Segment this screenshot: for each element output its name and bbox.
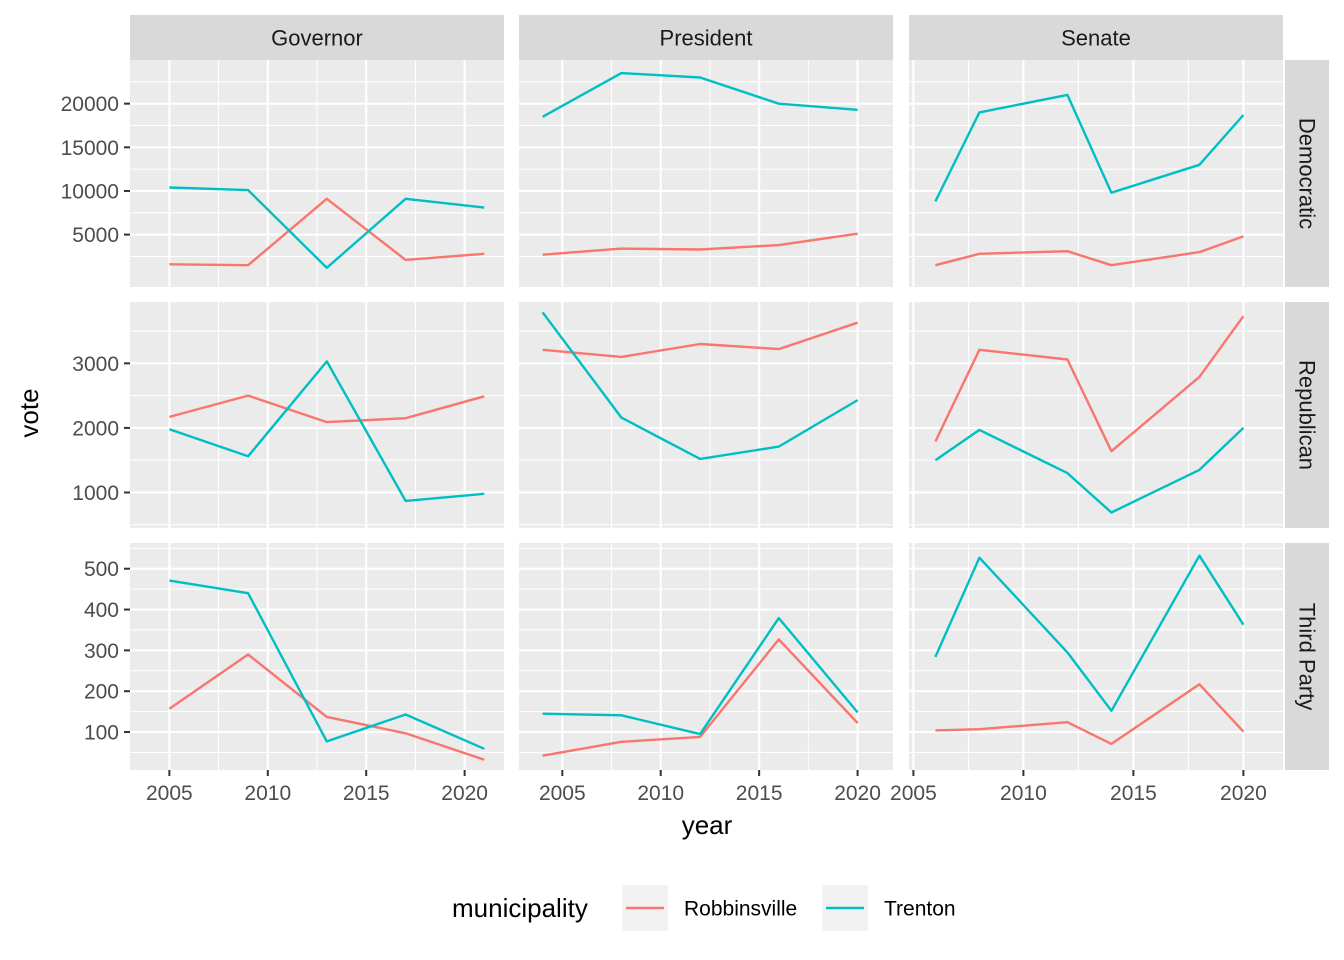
- x-tick-label: 2020: [834, 782, 881, 805]
- series-line-robbinsville-senate-democratic: [935, 235, 1244, 267]
- y-tick-label: 15000: [61, 137, 119, 160]
- x-tick-label: 2005: [146, 782, 193, 805]
- series-line-robbinsville-senate-third-party: [935, 683, 1245, 746]
- x-tick-label: 2010: [244, 782, 291, 805]
- facet-strip-label: Governor: [271, 26, 363, 51]
- x-tick-label: 2010: [1000, 782, 1047, 805]
- legend-label: Trenton: [884, 898, 956, 921]
- y-tick-label: 10000: [61, 180, 119, 203]
- y-tick-label: 3000: [72, 353, 119, 376]
- y-tick-label: 500: [84, 558, 119, 581]
- panel-governor-democratic: [130, 60, 504, 287]
- facet-strip-president: President: [519, 15, 893, 60]
- x-axis-title: year: [682, 810, 733, 840]
- x-tick-label: 2015: [343, 782, 390, 805]
- panel-background: [519, 302, 893, 528]
- y-tick-label: 100: [84, 722, 119, 745]
- panel-governor-third-party: [130, 543, 504, 770]
- series-line-trenton-senate-democratic: [934, 93, 1245, 202]
- legend-label: Robbinsville: [684, 898, 797, 921]
- x-tick-label: 2005: [539, 782, 586, 805]
- legend-entry-robbinsville: Robbinsville: [622, 885, 797, 931]
- facet-strip-label: Senate: [1061, 26, 1131, 51]
- y-tick-label: 5000: [72, 224, 119, 247]
- strip-background: [1285, 60, 1329, 287]
- strip-background: [130, 15, 504, 60]
- facet-strip-label: Democratic: [1295, 118, 1320, 229]
- series-line-trenton-senate-republican: [934, 427, 1245, 514]
- x-tick-label: 2015: [1110, 782, 1157, 805]
- y-tick-label: 300: [84, 640, 119, 663]
- series-line-robbinsville-senate-republican: [934, 315, 1245, 453]
- series-line-trenton-president-republican: [541, 311, 859, 461]
- facet-strip-label: President: [660, 26, 753, 51]
- x-tick-label: 2010: [637, 782, 684, 805]
- panel-senate-democratic: [909, 60, 1283, 287]
- x-tick-label: 2020: [1220, 782, 1267, 805]
- series-line-trenton-senate-third-party: [934, 554, 1245, 712]
- series-line-robbinsville-president-republican: [542, 321, 858, 359]
- y-tick-label: 400: [84, 599, 119, 622]
- facet-strip-democratic: Democratic: [1285, 60, 1329, 287]
- series-line-robbinsville-governor-democratic: [169, 197, 485, 267]
- series-line-robbinsville-governor-republican: [169, 394, 485, 424]
- legend-title: municipality: [452, 893, 588, 923]
- panel-background: [909, 302, 1283, 528]
- x-tick-label: 2005: [890, 782, 937, 805]
- x-tick-label: 2015: [736, 782, 783, 805]
- series-line-trenton-president-democratic: [542, 71, 858, 118]
- facet-strip-label: Third Party: [1295, 603, 1320, 711]
- series-line-trenton-governor-third-party: [169, 579, 485, 750]
- series-line-robbinsville-president-third-party: [542, 638, 859, 757]
- facet-strip-republican: Republican: [1285, 302, 1329, 528]
- panel-governor-republican: [130, 302, 504, 528]
- strip-background: [1285, 543, 1329, 770]
- legend-entries: Robbinsville Trenton: [622, 885, 956, 931]
- y-tick-label: 2000: [72, 417, 119, 440]
- y-tick-label: 200: [84, 681, 119, 704]
- facet-strip-governor: Governor: [130, 15, 504, 60]
- panel-president-republican: [519, 302, 893, 528]
- panel-senate-third-party: [909, 543, 1283, 770]
- strip-background: [1285, 302, 1329, 528]
- panel-background: [519, 543, 893, 770]
- x-tick-label: 2020: [441, 782, 488, 805]
- y-axis-title: vote: [14, 388, 44, 437]
- legend: municipality Robbinsville Trenton: [452, 885, 956, 931]
- series-line-trenton-president-third-party: [542, 616, 859, 736]
- y-tick-label: 20000: [61, 93, 119, 116]
- strip-background: [909, 15, 1283, 60]
- series-line-robbinsville-governor-third-party: [168, 653, 485, 761]
- series-line-trenton-governor-republican: [169, 360, 485, 503]
- facet-strips: Governor President Senate Democratic Republi…: [130, 15, 1329, 770]
- y-tick-label: 1000: [72, 482, 119, 505]
- panels-layer: [130, 60, 1283, 770]
- panel-background: [909, 60, 1283, 287]
- panel-senate-republican: [909, 302, 1283, 528]
- legend-entry-trenton: Trenton: [822, 885, 956, 931]
- axes-layer: 5000 10000 15000 20000 1000 2000 3000 100 200 300…: [61, 93, 1267, 805]
- facet-strip-third-party: Third Party: [1285, 543, 1329, 770]
- series-line-trenton-governor-democratic: [169, 186, 485, 269]
- facet-strip-senate: Senate: [909, 15, 1283, 60]
- series-line-robbinsville-president-democratic: [542, 232, 858, 256]
- panel-president-third-party: [519, 543, 893, 770]
- facet-strip-label: Republican: [1295, 360, 1320, 470]
- strip-background: [519, 15, 893, 60]
